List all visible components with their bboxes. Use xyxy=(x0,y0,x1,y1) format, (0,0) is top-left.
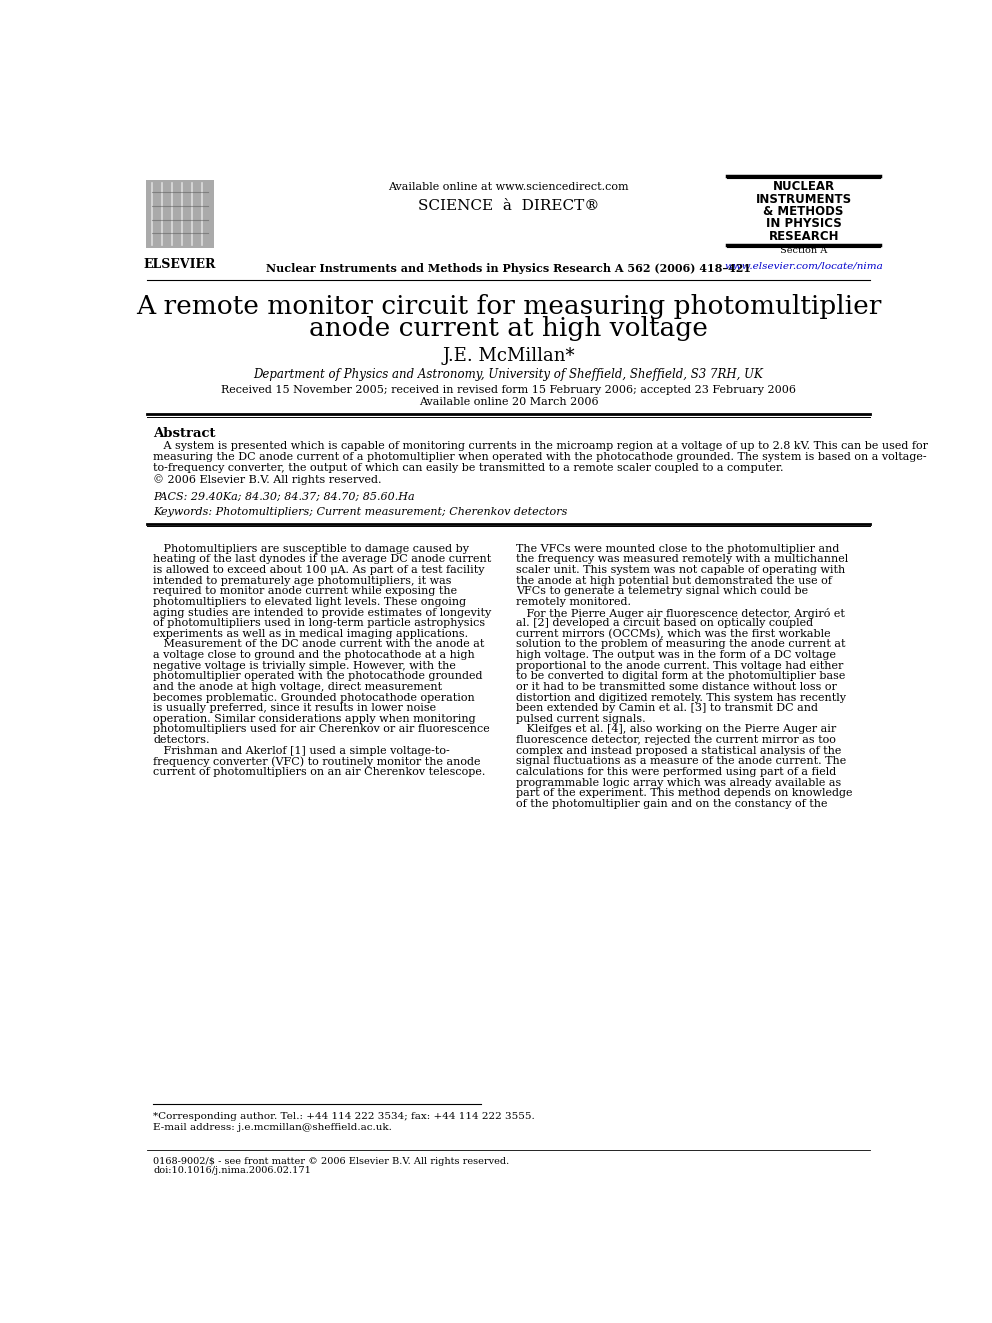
Text: E-mail address: j.e.mcmillan@sheffield.ac.uk.: E-mail address: j.e.mcmillan@sheffield.a… xyxy=(154,1123,392,1131)
Text: detectors.: detectors. xyxy=(154,736,210,745)
Text: RESEARCH: RESEARCH xyxy=(769,230,839,242)
Text: frequency converter (VFC) to routinely monitor the anode: frequency converter (VFC) to routinely m… xyxy=(154,757,481,767)
Text: doi:10.1016/j.nima.2006.02.171: doi:10.1016/j.nima.2006.02.171 xyxy=(154,1166,311,1175)
Text: VFCs to generate a telemetry signal which could be: VFCs to generate a telemetry signal whic… xyxy=(516,586,808,597)
Text: Measurement of the DC anode current with the anode at: Measurement of the DC anode current with… xyxy=(154,639,485,650)
Text: required to monitor anode current while exposing the: required to monitor anode current while … xyxy=(154,586,457,597)
Bar xyxy=(146,180,214,249)
Text: Received 15 November 2005; received in revised form 15 February 2006; accepted 2: Received 15 November 2005; received in r… xyxy=(221,385,796,396)
Text: al. [2] developed a circuit based on optically coupled: al. [2] developed a circuit based on opt… xyxy=(516,618,813,628)
Text: pulsed current signals.: pulsed current signals. xyxy=(516,714,646,724)
Text: solution to the problem of measuring the anode current at: solution to the problem of measuring the… xyxy=(516,639,845,650)
Text: becomes problematic. Grounded photocathode operation: becomes problematic. Grounded photocatho… xyxy=(154,692,475,703)
Text: A remote monitor circuit for measuring photomultiplier: A remote monitor circuit for measuring p… xyxy=(136,294,881,319)
Text: of the photomultiplier gain and on the constancy of the: of the photomultiplier gain and on the c… xyxy=(516,799,827,808)
Text: fluorescence detector, rejected the current mirror as too: fluorescence detector, rejected the curr… xyxy=(516,736,836,745)
Text: high voltage. The output was in the form of a DC voltage: high voltage. The output was in the form… xyxy=(516,650,836,660)
Text: to be converted to digital form at the photomultiplier base: to be converted to digital form at the p… xyxy=(516,671,845,681)
Text: ELSEVIER: ELSEVIER xyxy=(144,258,216,271)
Text: distortion and digitized remotely. This system has recently: distortion and digitized remotely. This … xyxy=(516,692,846,703)
Text: negative voltage is trivially simple. However, with the: negative voltage is trivially simple. Ho… xyxy=(154,660,456,671)
Text: is allowed to exceed about 100 μA. As part of a test facility: is allowed to exceed about 100 μA. As pa… xyxy=(154,565,485,576)
Text: www.elsevier.com/locate/nima: www.elsevier.com/locate/nima xyxy=(724,262,883,271)
Text: For the Pierre Auger air fluorescence detector, Argiró et: For the Pierre Auger air fluorescence de… xyxy=(516,607,845,619)
Text: measuring the DC anode current of a photomultiplier when operated with the photo: measuring the DC anode current of a phot… xyxy=(154,451,928,462)
Text: part of the experiment. This method depends on knowledge: part of the experiment. This method depe… xyxy=(516,789,853,798)
Text: Available online at www.sciencedirect.com: Available online at www.sciencedirect.co… xyxy=(388,181,629,192)
Text: © 2006 Elsevier B.V. All rights reserved.: © 2006 Elsevier B.V. All rights reserved… xyxy=(154,474,382,484)
Text: is usually preferred, since it results in lower noise: is usually preferred, since it results i… xyxy=(154,703,436,713)
Text: Kleifges et al. [4], also working on the Pierre Auger air: Kleifges et al. [4], also working on the… xyxy=(516,725,836,734)
Text: the frequency was measured remotely with a multichannel: the frequency was measured remotely with… xyxy=(516,554,848,565)
Text: been extended by Camin et al. [3] to transmit DC and: been extended by Camin et al. [3] to tra… xyxy=(516,703,818,713)
Text: scaler unit. This system was not capable of operating with: scaler unit. This system was not capable… xyxy=(516,565,845,576)
Text: anode current at high voltage: anode current at high voltage xyxy=(309,316,708,341)
Text: INSTRUMENTS: INSTRUMENTS xyxy=(756,193,852,205)
Text: photomultipliers used for air Cherenkov or air fluorescence: photomultipliers used for air Cherenkov … xyxy=(154,725,490,734)
Text: or it had to be transmitted some distance without loss or: or it had to be transmitted some distanc… xyxy=(516,681,837,692)
Text: signal fluctuations as a measure of the anode current. The: signal fluctuations as a measure of the … xyxy=(516,757,846,766)
Text: The VFCs were mounted close to the photomultiplier and: The VFCs were mounted close to the photo… xyxy=(516,544,839,554)
Text: NUCLEAR: NUCLEAR xyxy=(773,180,834,193)
Text: PACS: 29.40Ka; 84.30; 84.37; 84.70; 85.60.Ha: PACS: 29.40Ka; 84.30; 84.37; 84.70; 85.6… xyxy=(154,491,415,501)
Text: the anode at high potential but demonstrated the use of: the anode at high potential but demonstr… xyxy=(516,576,832,586)
Text: proportional to the anode current. This voltage had either: proportional to the anode current. This … xyxy=(516,660,843,671)
Text: & METHODS: & METHODS xyxy=(764,205,844,218)
Text: remotely monitored.: remotely monitored. xyxy=(516,597,631,607)
Text: operation. Similar considerations apply when monitoring: operation. Similar considerations apply … xyxy=(154,714,476,724)
Text: experiments as well as in medical imaging applications.: experiments as well as in medical imagin… xyxy=(154,628,468,639)
Text: current of photomultipliers on an air Cherenkov telescope.: current of photomultipliers on an air Ch… xyxy=(154,767,486,777)
Text: intended to prematurely age photomultipliers, it was: intended to prematurely age photomultipl… xyxy=(154,576,452,586)
Text: SCIENCE  à  DIRECT®: SCIENCE à DIRECT® xyxy=(418,198,599,213)
Text: Department of Physics and Astronomy, University of Sheffield, Sheffield, S3 7RH,: Department of Physics and Astronomy, Uni… xyxy=(254,368,763,381)
Text: photomultipliers to elevated light levels. These ongoing: photomultipliers to elevated light level… xyxy=(154,597,466,607)
Text: *Corresponding author. Tel.: +44 114 222 3534; fax: +44 114 222 3555.: *Corresponding author. Tel.: +44 114 222… xyxy=(154,1113,536,1121)
Text: of photomultipliers used in long-term particle astrophysics: of photomultipliers used in long-term pa… xyxy=(154,618,485,628)
Text: Frishman and Akerlof [1] used a simple voltage-to-: Frishman and Akerlof [1] used a simple v… xyxy=(154,746,450,755)
Text: calculations for this were performed using part of a field: calculations for this were performed usi… xyxy=(516,767,836,777)
Text: Abstract: Abstract xyxy=(154,427,216,439)
Text: programmable logic array which was already available as: programmable logic array which was alrea… xyxy=(516,778,841,787)
Text: Available online 20 March 2006: Available online 20 March 2006 xyxy=(419,397,598,406)
Text: IN PHYSICS: IN PHYSICS xyxy=(766,217,841,230)
Text: 0168-9002/$ - see front matter © 2006 Elsevier B.V. All rights reserved.: 0168-9002/$ - see front matter © 2006 El… xyxy=(154,1156,510,1166)
Text: current mirrors (OCCMs), which was the first workable: current mirrors (OCCMs), which was the f… xyxy=(516,628,830,639)
Text: a voltage close to ground and the photocathode at a high: a voltage close to ground and the photoc… xyxy=(154,650,475,660)
Text: Section A: Section A xyxy=(780,246,827,255)
Text: complex and instead proposed a statistical analysis of the: complex and instead proposed a statistic… xyxy=(516,746,841,755)
Text: J.E. McMillan*: J.E. McMillan* xyxy=(442,348,574,365)
Text: A system is presented which is capable of monitoring currents in the microamp re: A system is presented which is capable o… xyxy=(154,441,929,451)
Text: Keywords: Photomultipliers; Current measurement; Cherenkov detectors: Keywords: Photomultipliers; Current meas… xyxy=(154,507,567,517)
Text: photomultiplier operated with the photocathode grounded: photomultiplier operated with the photoc… xyxy=(154,671,483,681)
Text: to-frequency converter, the output of which can easily be transmitted to a remot: to-frequency converter, the output of wh… xyxy=(154,463,784,472)
Text: heating of the last dynodes if the average DC anode current: heating of the last dynodes if the avera… xyxy=(154,554,492,565)
Text: aging studies are intended to provide estimates of longevity: aging studies are intended to provide es… xyxy=(154,607,492,618)
Text: and the anode at high voltage, direct measurement: and the anode at high voltage, direct me… xyxy=(154,681,442,692)
Text: Photomultipliers are susceptible to damage caused by: Photomultipliers are susceptible to dama… xyxy=(154,544,469,554)
Text: Nuclear Instruments and Methods in Physics Research A 562 (2006) 418–421: Nuclear Instruments and Methods in Physi… xyxy=(266,263,751,274)
